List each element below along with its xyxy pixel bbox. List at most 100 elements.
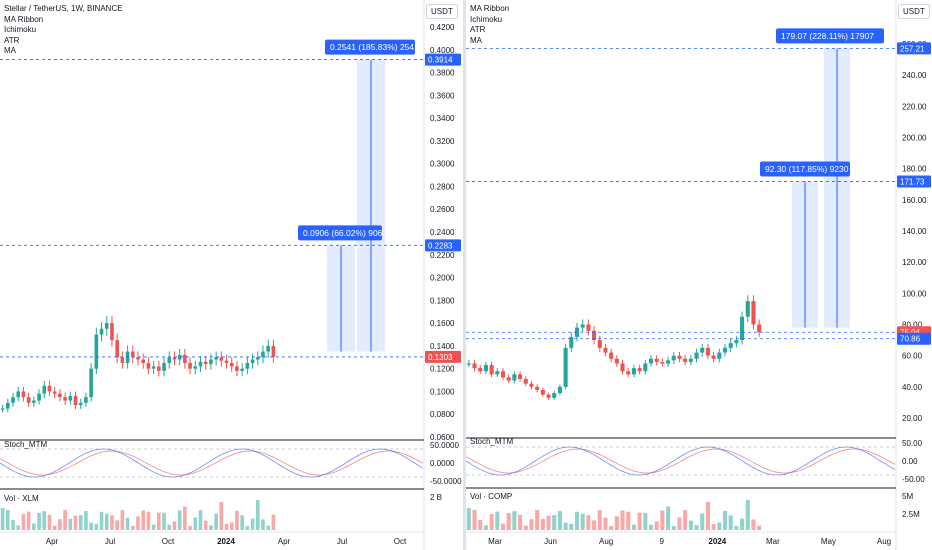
price-badge-label: 171.73 [900,178,925,187]
left-vol-label[interactable]: Vol · XLM [4,494,39,503]
left-legend-ichimoku[interactable]: Ichimoku [4,25,37,34]
candle-body [472,363,477,369]
price-tick-label: 0.2000 [430,274,455,283]
candle-body [677,355,682,359]
price-tick-label: 0.1800 [430,296,455,305]
candle-body [26,397,31,403]
right-currency-button[interactable]: USDT [898,4,930,19]
candle-body [506,377,511,381]
volume-bar [711,523,716,530]
volume-bar [188,525,192,530]
price-tick-label: 160.00 [902,196,927,205]
volume-bar [518,514,523,530]
price-tick-label: 0.1600 [430,319,455,328]
right-chart-svg[interactable]: 260.00240.00220.00200.00180.00160.00140.… [466,0,932,550]
candle-body [620,363,625,372]
price-tick-label: 20.00 [902,414,923,423]
candle-body [705,347,710,356]
volume-bar [631,524,636,530]
candle-body [214,357,218,360]
price-badge [425,350,461,363]
time-tick-label: Mar [766,537,780,546]
volume-bar [73,515,78,530]
volume-bar [110,515,114,530]
time-tick-label: Oct [162,537,175,546]
right-chart-panel[interactable]: 260.00240.00220.00200.00180.00160.00140.… [466,0,932,550]
volume-tick-label: 2 B [430,493,442,502]
volume-bar [120,510,125,530]
candle-body [47,385,52,392]
volume-bar [745,500,750,530]
volume-tick-label: 5M [902,492,913,501]
right-legend-atr[interactable]: ATR [470,25,486,34]
volume-bar [472,510,477,530]
right-stoch-label[interactable]: Stoch_MTM [470,437,514,446]
volume-bar [512,511,517,530]
left-legend-atr[interactable]: ATR [4,35,20,45]
volume-bar [224,523,229,530]
volume-bar [130,525,135,530]
volume-bar [229,522,234,530]
time-tick-label: Jun [544,537,557,546]
volume-bar [245,525,250,530]
stoch-tick-label: 50.0000 [430,441,459,450]
candle-body [11,397,15,403]
left-chart-panel[interactable]: 0.4200 0.4000 0.3800 0.3600 0.3400 0.3200 0.30… [0,0,463,550]
volume-bar [16,525,21,530]
volume-bar [172,521,177,530]
price-tick-label: 240.00 [902,71,927,80]
candle-body [728,343,733,348]
candle-body [614,358,619,364]
volume-bar [125,517,130,530]
candle-body [99,328,104,335]
price-tick-label: 0.1400 [430,342,455,351]
measure-label-box [325,39,415,55]
candle-body [626,371,631,375]
right-legend-ma-ribbon[interactable]: MA Ribbon [470,4,510,13]
price-badge-label: 75.04 [900,328,921,337]
candle-body [235,366,239,371]
volume-bar [609,525,614,530]
volume-bar [6,510,10,530]
candle-body [666,360,671,364]
right-vol-label[interactable]: Vol · COMP [470,492,513,501]
candle-body [104,323,109,329]
volume-bar [58,519,62,530]
candle-body [255,357,260,360]
volume-bar [648,524,654,530]
left-chart-svg[interactable]: 0.4200 0.4000 0.3800 0.3600 0.3400 0.3200 0.30… [0,0,463,550]
time-tick-label: Aug [599,537,613,546]
candle-body [52,391,57,394]
volume-bar [620,510,625,530]
price-tick-label: 100.00 [902,289,927,298]
left-currency-button[interactable]: USDT [426,4,458,19]
volume-bar [722,510,728,530]
candle-body [660,361,665,364]
candle-body [224,360,229,363]
volume-bar [11,520,15,530]
price-tick-label: 0.2400 [430,228,455,237]
measure-label-box [776,28,884,44]
volume-bar [660,510,665,530]
candle-body [717,352,722,359]
volume-bar [563,522,568,530]
left-stoch-label[interactable]: Stoch_MTM [4,440,48,449]
volume-bar [21,514,26,530]
candle-body [68,396,73,401]
left-legend-ma[interactable]: MA [4,46,16,55]
candle-body [478,368,483,372]
right-legend-ma[interactable]: MA [470,35,482,45]
candle-body [489,365,494,375]
volume-bar [717,522,722,530]
candle-body [209,359,213,365]
candle-body [177,355,182,360]
left-legend-ma-ribbon[interactable]: MA Ribbon [4,14,44,24]
right-legend-ichimoku[interactable]: Ichimoku [470,14,503,24]
candle-body [552,393,557,398]
candle-body [261,351,265,358]
left-legend-symbol[interactable]: Stellar / TetherUS, 1W, BINANCE [4,4,123,13]
volume-bar [540,518,545,530]
volume-bar [26,511,31,530]
candle-body [203,361,208,365]
candle-body [157,366,161,371]
